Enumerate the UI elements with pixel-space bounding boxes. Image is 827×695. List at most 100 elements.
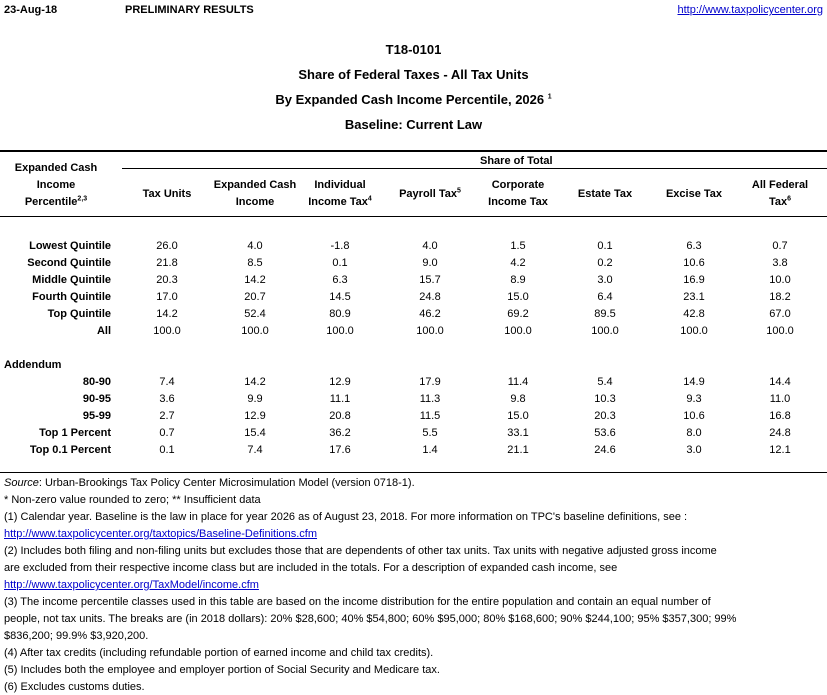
column-header-6: Estate Tax: [562, 186, 648, 203]
table-cell: 26.0: [156, 240, 178, 252]
column-header-1: Tax Units: [124, 186, 210, 203]
table-cell: 6.4: [597, 291, 613, 303]
table-cell: 7.4: [159, 376, 175, 388]
table-cell: 46.2: [419, 308, 441, 320]
column-header-line1: Corporate: [491, 179, 545, 191]
table-id: T18-0101: [385, 42, 442, 57]
column-header-line2-text: Income Tax: [308, 196, 368, 208]
note-2b: are excluded from their respective incom…: [4, 562, 618, 574]
row-label: Second Quintile: [27, 257, 111, 269]
table-cell: 1.4: [422, 444, 438, 456]
column-header-line1: Expanded Cash: [213, 179, 297, 191]
source-label: Source: [4, 477, 39, 489]
table-cell: 1.5: [510, 240, 526, 252]
table-cell: 5.5: [422, 427, 438, 439]
row-label: Top 1 Percent: [39, 427, 111, 439]
table-cell: 2.7: [159, 410, 175, 422]
table-cell: 69.2: [507, 308, 529, 320]
table-cell: 14.2: [244, 274, 266, 286]
table-cell: 100.0: [153, 325, 181, 337]
table-cell: 9.0: [422, 257, 438, 269]
table-cell: 17.6: [329, 444, 351, 456]
table-cell: 9.8: [510, 393, 526, 405]
table-cell: 4.0: [422, 240, 438, 252]
column-header-footnote-ref: 4: [367, 195, 372, 203]
table-title: Share of Federal Taxes - All Tax Units: [298, 67, 529, 82]
table-cell: 100.0: [766, 325, 794, 337]
column-header-line2: Income: [212, 194, 298, 211]
subtitle-text: By Expanded Cash Income Percentile, 2026: [275, 92, 545, 107]
note-rounding: * Non-zero value rounded to zero; ** Ins…: [4, 494, 261, 506]
column-header-5: Corporate Income Tax: [475, 177, 561, 211]
table-cell: 12.9: [244, 410, 266, 422]
column-header-line2: Tax6: [737, 194, 823, 211]
table-cell: 17.9: [419, 376, 441, 388]
column-header-line2-text: Income: [235, 196, 275, 208]
note-6: (6) Excludes customs duties.: [4, 681, 145, 693]
note-4: (4) After tax credits (including refunda…: [4, 647, 434, 659]
stub-header-line3-text: Percentile: [24, 196, 78, 208]
stub-header-line1: Expanded Cash: [14, 162, 98, 174]
row-label: Middle Quintile: [32, 274, 111, 286]
table-cell: -1.8: [330, 240, 350, 252]
table-cell: 23.1: [683, 291, 705, 303]
table-cell: 20.8: [329, 410, 351, 422]
column-header-line1: Estate Tax: [577, 188, 633, 200]
column-header-line2: Income Tax4: [297, 194, 383, 211]
table-cell: 80.9: [329, 308, 351, 320]
table-cell: 15.0: [507, 291, 529, 303]
column-header-footnote-ref: 6: [787, 195, 792, 203]
row-label: All: [96, 325, 111, 337]
table-cell: 14.2: [156, 308, 178, 320]
preliminary-label: PRELIMINARY RESULTS: [125, 4, 254, 16]
table-cell: 20.7: [244, 291, 266, 303]
table-cell: 10.0: [769, 274, 791, 286]
table-cell: 3.8: [772, 257, 788, 269]
table-cell: 15.4: [244, 427, 266, 439]
table-cell: 3.0: [597, 274, 613, 286]
row-label: Fourth Quintile: [32, 291, 111, 303]
row-label: 80-90: [82, 376, 111, 388]
table-cell: 11.0: [769, 393, 791, 405]
column-header-line2: Income Tax: [475, 194, 561, 211]
stub-header-line3: Percentile2,3: [0, 194, 112, 211]
table-cell: 36.2: [329, 427, 351, 439]
stub-header: Expanded Cash Income Percentile2,3: [0, 160, 112, 211]
table-cell: 0.2: [597, 257, 613, 269]
report-date: 23-Aug-18: [4, 4, 58, 16]
table-cell: 67.0: [769, 308, 791, 320]
table-cell: 11.4: [507, 376, 529, 388]
tpc-home-link[interactable]: http://www.taxpolicycenter.org: [677, 4, 823, 16]
table-cell: 20.3: [594, 410, 616, 422]
table-cell: 100.0: [504, 325, 532, 337]
column-header-line2-text: Income Tax: [488, 196, 548, 208]
note-2-link[interactable]: http://www.taxpolicycenter.org/TaxModel/…: [4, 579, 259, 591]
table-cell: 10.6: [683, 410, 705, 422]
table-cell: 14.2: [244, 376, 266, 388]
table-cell: 24.8: [769, 427, 791, 439]
table-cell: 100.0: [680, 325, 708, 337]
share-of-total-text: Share of Total: [480, 155, 553, 167]
table-cell: 8.0: [686, 427, 702, 439]
table-cell: 0.1: [332, 257, 348, 269]
stub-header-footnote-ref: 2,3: [77, 195, 88, 203]
table-cell: 10.6: [683, 257, 705, 269]
table-cell: 6.3: [686, 240, 702, 252]
header-top-rule: [0, 150, 827, 152]
column-header-footnote-ref: 5: [456, 187, 461, 195]
table-cell: 16.9: [683, 274, 705, 286]
baseline-label: Baseline: Current Law: [344, 117, 483, 132]
table-cell: 24.6: [594, 444, 616, 456]
table-cell: 15.0: [507, 410, 529, 422]
table-cell: 11.5: [419, 410, 441, 422]
note-1-link[interactable]: http://www.taxpolicycenter.org/taxtopics…: [4, 528, 318, 540]
column-header-8: All Federal Tax6: [737, 177, 823, 211]
column-header-7: Excise Tax: [651, 186, 737, 203]
table-cell: 10.3: [594, 393, 616, 405]
table-cell: 9.9: [247, 393, 263, 405]
table-cell: 33.1: [507, 427, 529, 439]
row-label: Top Quintile: [47, 308, 111, 320]
table-cell: 5.4: [597, 376, 613, 388]
table-cell: 100.0: [591, 325, 619, 337]
table-cell: 42.8: [683, 308, 705, 320]
